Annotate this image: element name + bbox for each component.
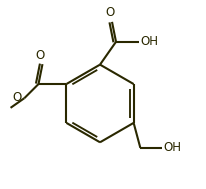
Text: O: O — [36, 49, 45, 62]
Text: OH: OH — [140, 35, 158, 48]
Text: O: O — [105, 6, 115, 19]
Text: O: O — [13, 91, 22, 104]
Text: OH: OH — [163, 141, 181, 154]
